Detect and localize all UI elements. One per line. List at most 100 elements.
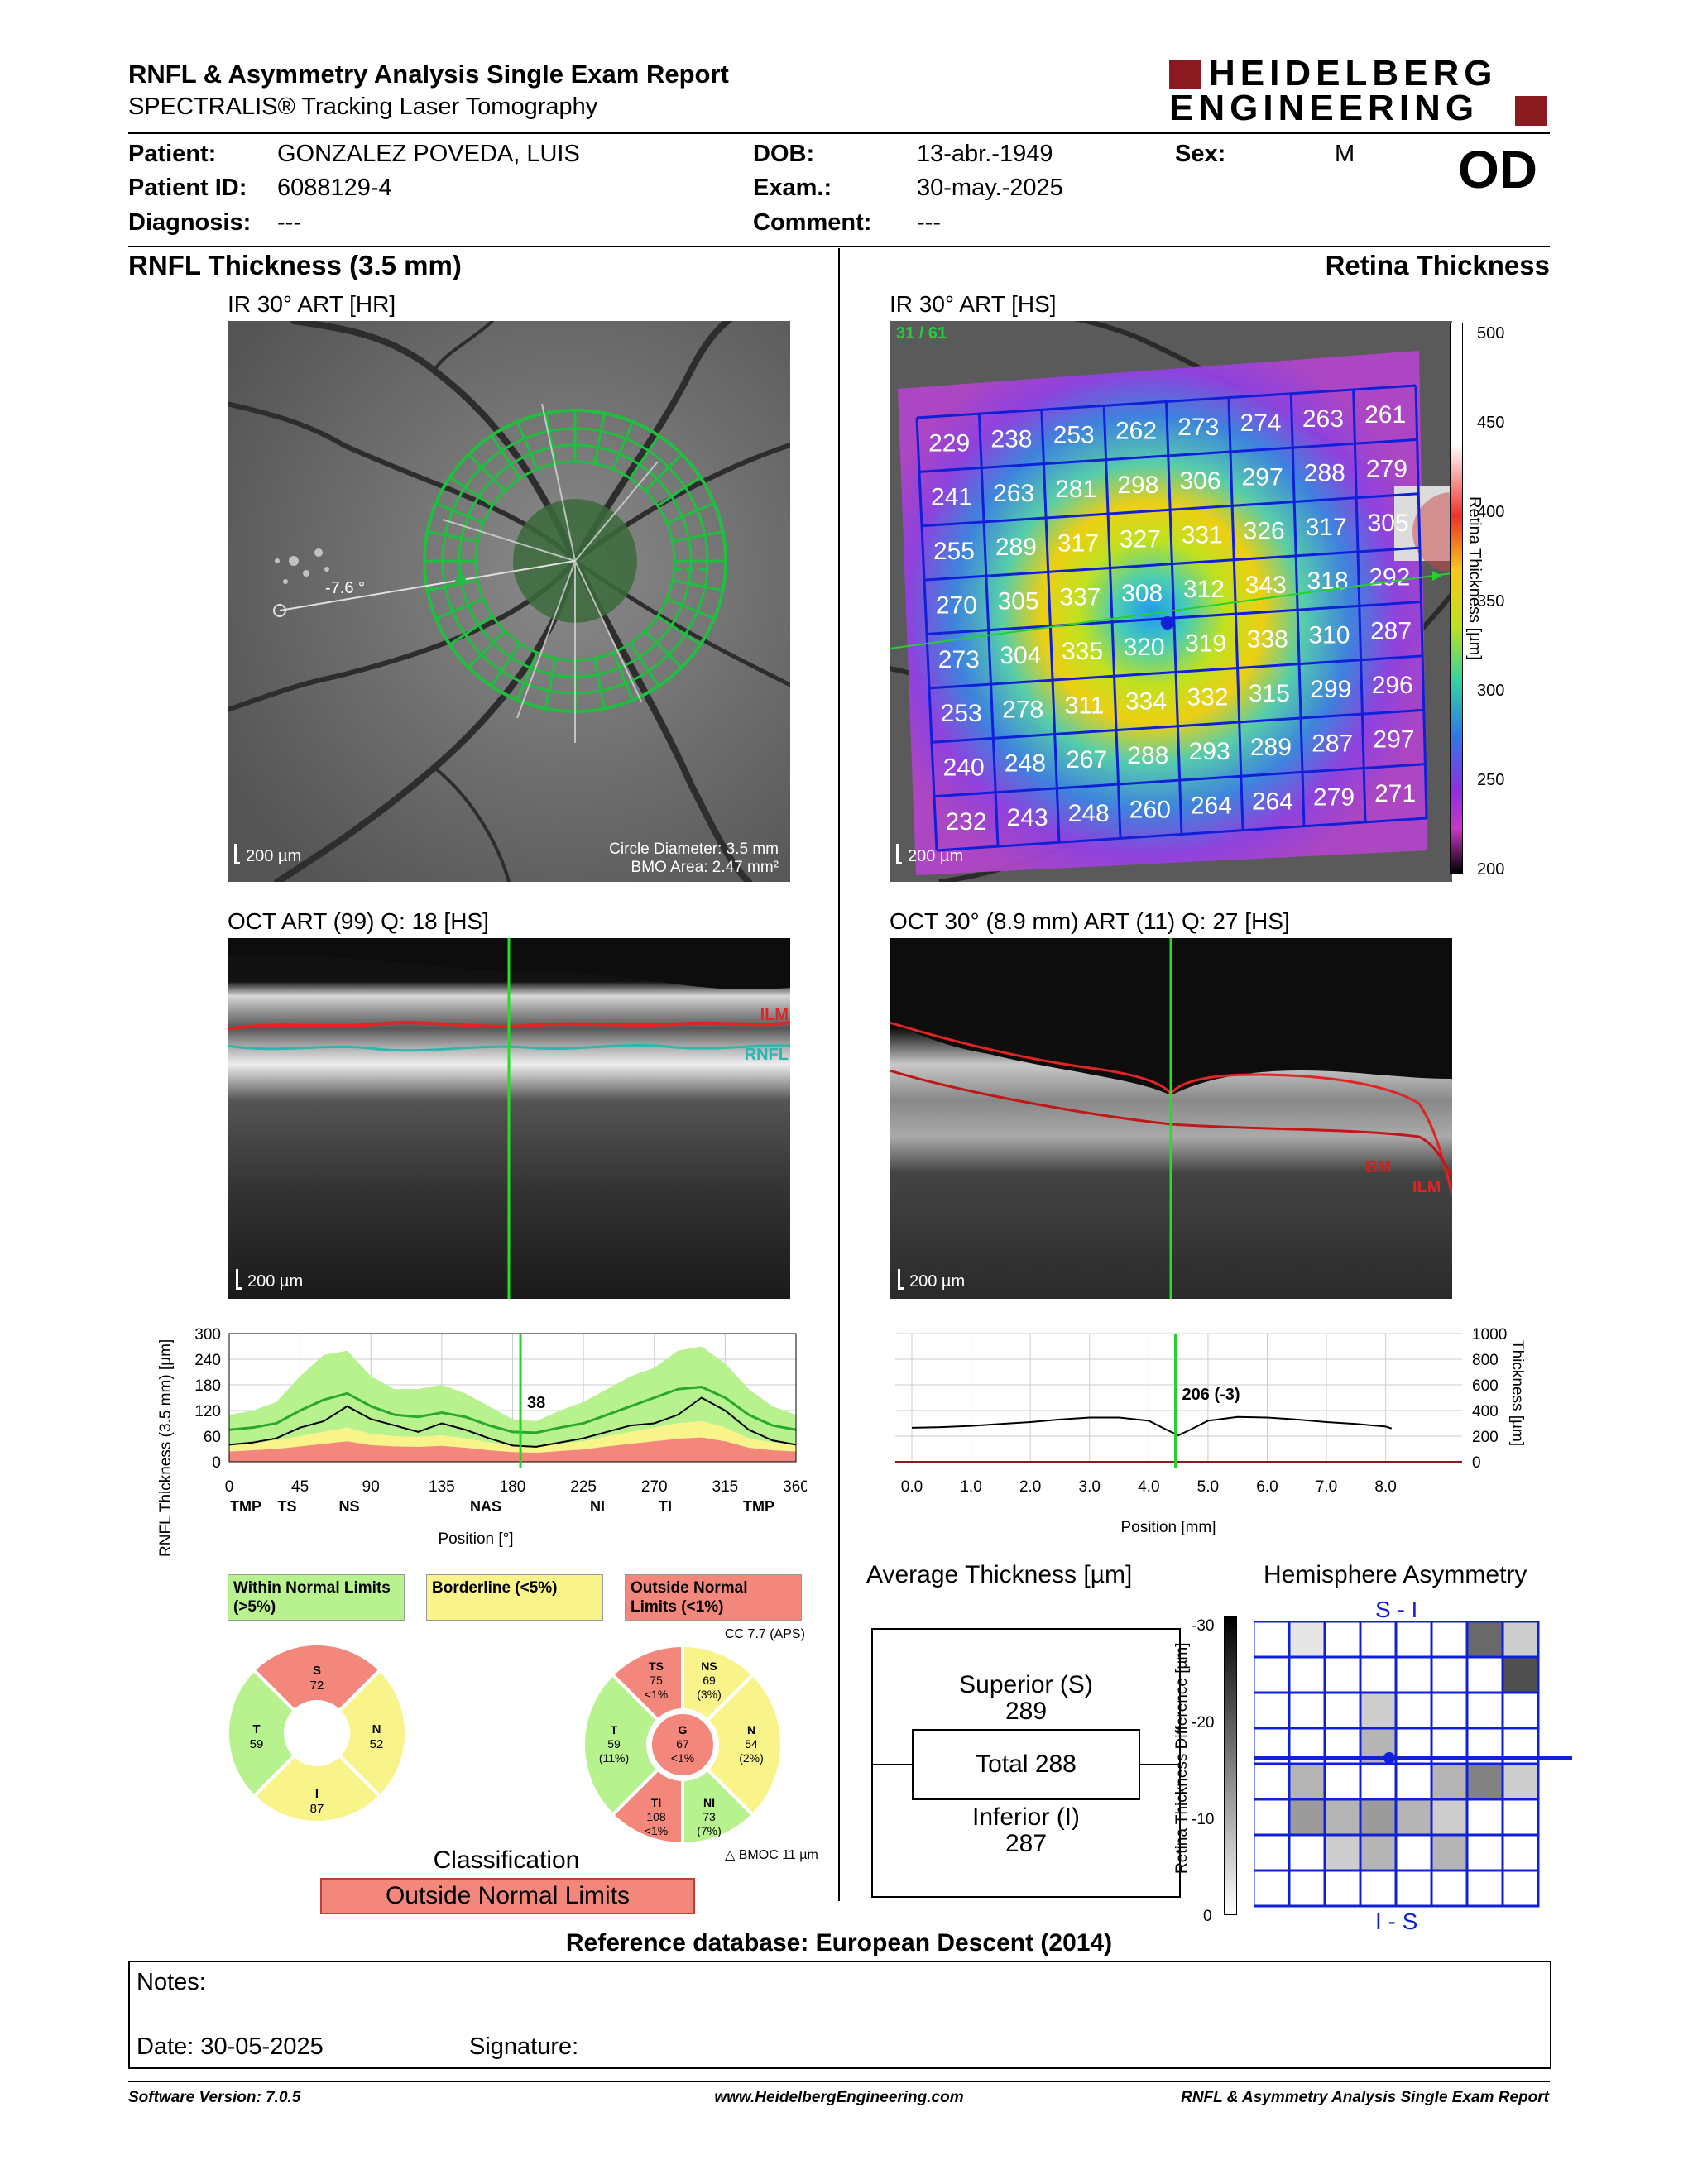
asymmetry-cell — [1323, 1762, 1362, 1801]
svg-text:G: G — [679, 1723, 688, 1736]
asymmetry-ylabel: Retina Thickness Difference [µm] — [1173, 1642, 1191, 1874]
rnfl-x-tick: 45 — [291, 1478, 309, 1496]
asymmetry-cell — [1465, 1833, 1504, 1872]
footer-url[interactable]: www.HeidelbergEngineering.com — [714, 2089, 964, 2106]
sex-value: M — [1335, 141, 1355, 167]
grid-cell-value: 287 — [1370, 618, 1412, 645]
asymmetry-cell — [1394, 1869, 1433, 1908]
grid-cell-value: 320 — [1124, 634, 1165, 661]
rnfl-y-tick: 0 — [212, 1454, 221, 1472]
grid-cell-value: 260 — [1129, 796, 1171, 823]
retina-x-tick: 3.0 — [1079, 1478, 1101, 1496]
svg-text:(7%): (7%) — [697, 1824, 722, 1837]
retina-chart-ylabel: Thickness [µm] — [1508, 1340, 1526, 1447]
asymmetry-cell — [1323, 1655, 1362, 1694]
svg-text:75: 75 — [650, 1674, 663, 1687]
asymmetry-cell — [1323, 1869, 1362, 1908]
sector-N — [704, 1672, 784, 1818]
oct-scan-right[interactable]: BM ILM 200 µm — [890, 938, 1452, 1299]
colorbar-tick: 200 — [1477, 860, 1505, 879]
asymmetry-cell — [1465, 1621, 1504, 1659]
grid-cell-value: 243 — [1007, 804, 1048, 831]
rnfl-chart-ylabel: RNFL Thickness (3.5 mm) [µm] — [157, 1339, 175, 1557]
retina-y-tick: 400 — [1472, 1403, 1499, 1420]
rnfl-sector-chart-6: TS75<1%NS69(3%)T59(11%)G67<1%N54(2%)TI10… — [582, 1643, 784, 1846]
bmo-area: BMO Area: 2.47 mm² — [631, 859, 779, 876]
asymmetry-cell — [1430, 1833, 1469, 1872]
grid-cell-value: 289 — [995, 534, 1037, 561]
ir-fundus-image-left[interactable]: -7.6 ° 200 µm Circle Diameter: 3.5 mm BM… — [228, 321, 790, 882]
retina-x-tick: 6.0 — [1256, 1478, 1278, 1496]
rnfl-sector-label: TMP — [230, 1498, 261, 1515]
svg-text:(2%): (2%) — [739, 1751, 764, 1765]
grid-cell-value: 317 — [1306, 514, 1347, 541]
asymmetry-cell — [1501, 1833, 1540, 1872]
exam-label: Exam.: — [753, 175, 832, 201]
asymmetry-cell — [1501, 1762, 1540, 1801]
oct-scan-left[interactable]: ILM RNFL 200 µm — [228, 938, 790, 1299]
average-title: Average Thickness [µm] — [866, 1561, 1133, 1588]
asymmetry-cell — [1323, 1691, 1362, 1730]
rnfl-chart-xlabel: Position [°] — [438, 1530, 514, 1548]
asymmetry-cell — [1288, 1833, 1326, 1872]
asymmetry-cell — [1465, 1869, 1504, 1908]
asymmetry-cell — [1394, 1762, 1433, 1801]
colorbar-tick: 350 — [1477, 592, 1505, 611]
report-subtitle: SPECTRALIS® Tracking Laser Tomography — [128, 93, 598, 120]
grid-cell-value: 331 — [1182, 522, 1223, 549]
asymmetry-cell — [1288, 1762, 1326, 1801]
sector-I — [251, 1753, 383, 1824]
rnfl-y-tick: 60 — [204, 1429, 221, 1446]
retina-y-tick: 600 — [1472, 1377, 1499, 1395]
grid-cell-value: 274 — [1240, 410, 1282, 437]
rnfl-x-tick: 225 — [570, 1478, 597, 1496]
oct-ilm-label: ILM — [760, 1006, 789, 1024]
asymmetry-cell — [1288, 1691, 1326, 1730]
asymmetry-cell — [1254, 1621, 1291, 1659]
svg-text:(3%): (3%) — [697, 1688, 722, 1701]
svg-text:73: 73 — [703, 1810, 716, 1823]
grid-cell-value: 273 — [1177, 414, 1219, 441]
retina-x-tick: 5.0 — [1197, 1478, 1219, 1496]
sex-label: Sex: — [1175, 141, 1226, 167]
normal-band — [229, 1387, 796, 1447]
sector-T — [582, 1672, 661, 1818]
grid-cell-value: 326 — [1244, 518, 1285, 545]
ir-right-scale: 200 µm — [895, 844, 964, 865]
grid-cell-value: 263 — [1302, 405, 1344, 433]
rnfl-sector-label: NI — [590, 1498, 605, 1515]
report-title: RNFL & Asymmetry Analysis Single Exam Re… — [128, 60, 729, 89]
grid-cell-value: 298 — [1117, 472, 1158, 499]
retina-x-tick: 8.0 — [1374, 1478, 1396, 1496]
grid-cell-value: 229 — [928, 429, 970, 457]
grid-cell-value: 337 — [1059, 584, 1101, 611]
rnfl-sector-label: TMP — [743, 1498, 774, 1515]
grid-cell-value: 278 — [1002, 696, 1043, 723]
grid-cell-value: 262 — [1115, 418, 1157, 445]
notes-box[interactable]: Notes: Date: 30-05-2025 Signature: — [128, 1961, 1551, 2069]
asymmetry-cell — [1359, 1621, 1398, 1659]
asymmetry-cell — [1465, 1655, 1504, 1694]
grid-cell-value: 238 — [990, 425, 1032, 453]
asymmetry-cell — [1501, 1655, 1540, 1694]
asymmetry-cell — [1359, 1798, 1398, 1837]
svg-text:108: 108 — [646, 1810, 666, 1823]
retina-x-tick: 1.0 — [960, 1478, 981, 1496]
asymmetry-cell — [1501, 1691, 1540, 1730]
comment-label: Comment: — [753, 209, 872, 236]
notes-label: Notes: — [137, 1969, 206, 1995]
retina-y-tick: 800 — [1472, 1352, 1499, 1369]
fovea-marker — [1160, 616, 1174, 630]
svg-text:72: 72 — [310, 1679, 324, 1693]
svg-text:69: 69 — [703, 1674, 716, 1687]
asymmetry-cell — [1430, 1798, 1469, 1837]
svg-text:N: N — [372, 1722, 381, 1736]
rnfl-x-tick: 315 — [712, 1478, 739, 1496]
ir-counter: 31 / 61 — [896, 324, 947, 342]
rnfl-thickness-chart: 300 240 180 120 60 00 45 90 135 180 225 270 315 360 38… — [194, 1326, 807, 1515]
grid-cell-value: 255 — [933, 538, 975, 565]
inferior-value: 287 — [1005, 1830, 1048, 1857]
svg-text:67: 67 — [676, 1737, 689, 1751]
rnfl-sector-label: TS — [277, 1498, 296, 1515]
asymmetry-cell — [1288, 1869, 1326, 1908]
